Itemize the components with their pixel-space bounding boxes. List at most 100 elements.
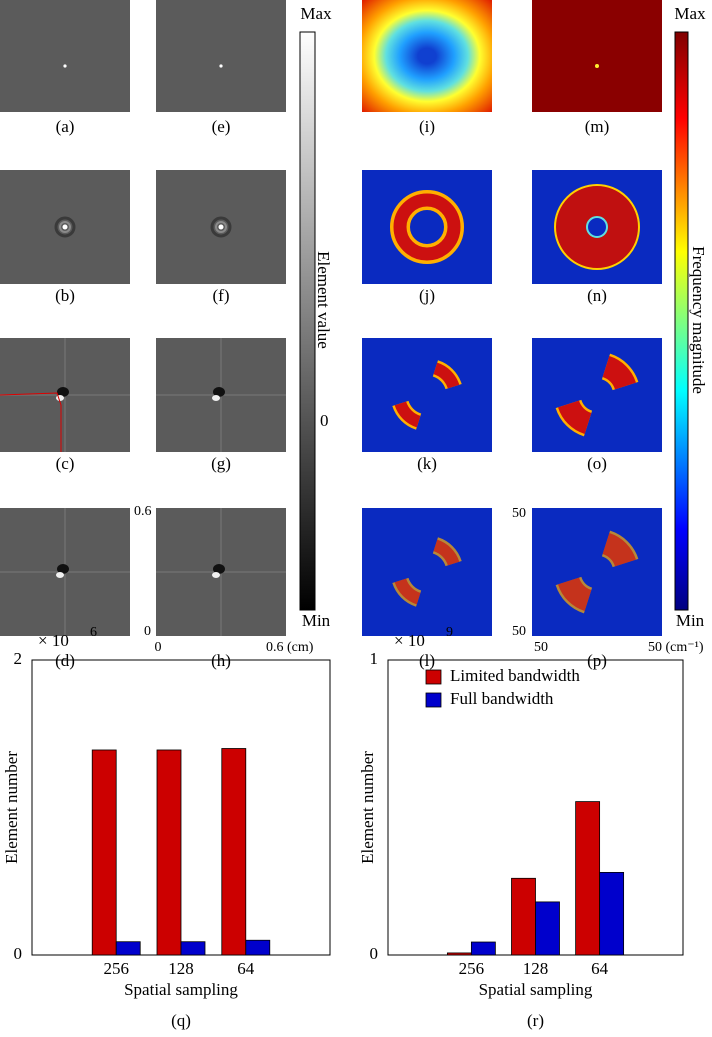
panel-label: (o) xyxy=(587,454,607,473)
ring xyxy=(54,216,76,238)
bar xyxy=(511,877,536,956)
colorbar-mid: 0 xyxy=(320,411,329,430)
arc xyxy=(394,578,421,605)
panel-label: (a) xyxy=(56,117,75,136)
bar xyxy=(599,872,625,956)
charts: 0 2 × 10 6 Element number Spatial sampling (q)… xyxy=(2,625,684,1030)
x-tick-label: 256 xyxy=(103,959,129,978)
legend-label: Full bandwidth xyxy=(450,689,554,708)
ring xyxy=(210,216,232,238)
y-tick-label: 1 xyxy=(370,649,379,668)
spot xyxy=(219,64,223,68)
image-panel: (b) xyxy=(0,170,130,305)
panel-label: (k) xyxy=(417,454,437,473)
panel-label: (b) xyxy=(55,286,75,305)
bar xyxy=(245,939,271,956)
image-panel: (g) xyxy=(156,338,286,473)
colorbar-label: Frequency magnitude xyxy=(689,246,708,394)
panel-label: (n) xyxy=(587,286,607,305)
bar xyxy=(575,801,601,956)
image-panel: (n) xyxy=(532,170,662,305)
legend-swatch xyxy=(425,692,442,708)
blob xyxy=(56,395,64,401)
y-multiplier: × 10 xyxy=(394,631,425,650)
y-tick-label: 2 xyxy=(14,649,23,668)
bar xyxy=(446,952,472,956)
x-axis-label: Spatial sampling xyxy=(479,980,593,999)
image xyxy=(0,0,130,112)
x-tick-label: 64 xyxy=(237,959,255,978)
y-tick-label: 0 xyxy=(370,944,379,963)
blob xyxy=(213,387,225,397)
image-panel: (h) xyxy=(156,508,286,670)
panel-label: (m) xyxy=(585,117,610,136)
image-panel: (k) xyxy=(362,338,492,473)
image-panel: (i) xyxy=(362,0,492,136)
bar xyxy=(221,748,247,956)
spot xyxy=(218,224,224,230)
spot xyxy=(62,224,68,230)
axis-label: 0 xyxy=(144,624,151,639)
colorbar-min: Min xyxy=(302,611,331,630)
jet-colorbar xyxy=(674,31,689,611)
panels: (a) (e) (i) (m)(b) (f) (j) (n)(c) (g) (k) (o)(d)(… xyxy=(0,0,662,670)
hole xyxy=(586,216,608,238)
image-panel: (o) xyxy=(532,338,662,473)
image xyxy=(532,338,662,452)
blob xyxy=(57,387,69,397)
red-outline xyxy=(0,392,62,452)
axis-label: 50 xyxy=(512,624,526,639)
blob xyxy=(212,572,220,578)
colorbar-max: Max xyxy=(674,4,706,23)
blob xyxy=(213,564,225,574)
image xyxy=(156,0,286,112)
arc xyxy=(558,399,593,434)
arc xyxy=(558,576,593,611)
legend-swatch xyxy=(425,669,442,685)
y-multiplier-exponent: 9 xyxy=(446,625,453,640)
caption: (r) xyxy=(527,1011,544,1030)
bar xyxy=(156,749,182,956)
bar xyxy=(535,901,560,956)
panel-label: (f) xyxy=(213,286,230,305)
panel-label: (i) xyxy=(419,117,435,136)
blob xyxy=(56,572,64,578)
colorbar-label: Element value xyxy=(314,251,333,349)
y-tick-label: 0 xyxy=(14,944,23,963)
panel-label: (g) xyxy=(211,454,231,473)
image xyxy=(532,508,662,636)
gray-colorbar xyxy=(299,31,316,611)
image-panel: (p) xyxy=(532,508,662,670)
arc xyxy=(601,533,636,568)
x-tick-label: 128 xyxy=(523,959,549,978)
y-multiplier: × 10 xyxy=(38,631,69,650)
ring xyxy=(393,193,461,261)
bar xyxy=(470,941,496,956)
panel-label: (j) xyxy=(419,286,435,305)
spot xyxy=(63,64,67,68)
panel-label: (e) xyxy=(212,117,231,136)
image-panel: (a) xyxy=(0,0,130,136)
ring xyxy=(215,221,227,233)
axis-label: 0 xyxy=(155,640,162,655)
colorbar-max: Max xyxy=(300,4,332,23)
image xyxy=(362,338,492,452)
legend-label: Limited bandwidth xyxy=(450,666,580,685)
image-panel: (j) xyxy=(362,170,492,305)
image-panel: (m) xyxy=(532,0,662,136)
arc xyxy=(433,539,460,566)
ring xyxy=(59,221,71,233)
blob xyxy=(57,564,69,574)
x-axis-label: Spatial sampling xyxy=(124,980,238,999)
image-panel: (l) xyxy=(362,508,492,670)
arc xyxy=(394,401,421,428)
y-axis-label: Element number xyxy=(2,751,21,864)
axis-label: 50 xyxy=(534,640,548,655)
bar xyxy=(91,749,117,956)
axis-label: 50 xyxy=(512,506,526,521)
axis-label: 0.6 (cm) xyxy=(266,640,314,655)
blob xyxy=(212,395,220,401)
axis-label: 50 (cm⁻¹) xyxy=(648,640,704,655)
image xyxy=(362,508,492,636)
